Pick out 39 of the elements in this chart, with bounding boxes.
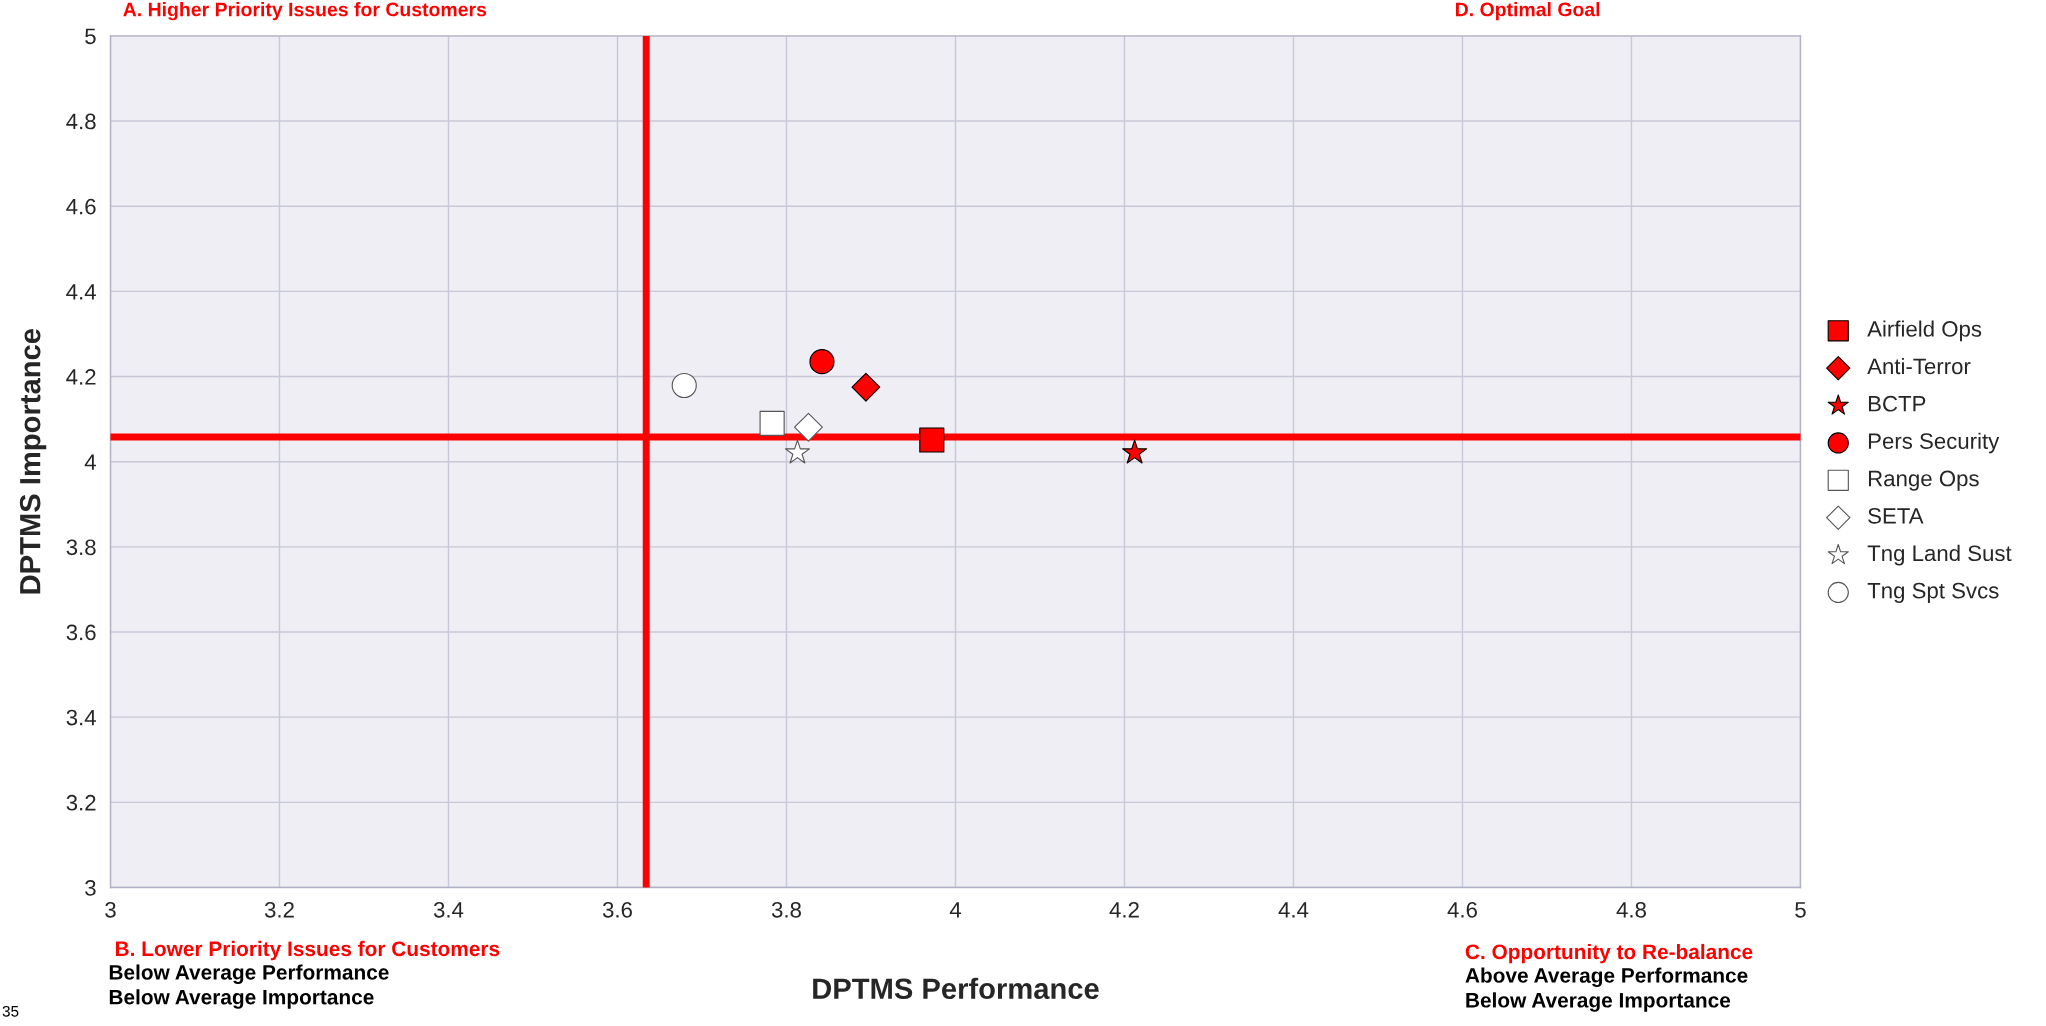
text: B. Lower Priority Issues for Customers: [115, 940, 500, 961]
x-tick-label: 3: [105, 901, 116, 918]
legend-label: Anti-Terror: [1867, 357, 1971, 375]
text: Below Average Performance Below Average Importance: [109, 964, 389, 1009]
legend-label: Pers Security: [1868, 432, 2000, 454]
x-tick-label: 4.4: [1278, 902, 1309, 918]
x-tick-label: 5: [1795, 902, 1806, 918]
x-axis-title: DPTMS Performance: [813, 977, 1099, 1000]
x-tick-label: 4.8: [1616, 901, 1646, 918]
y-tick-label: 4.2: [66, 369, 96, 385]
y-tick-label: 4.4: [66, 284, 96, 300]
x-tick-label: 4: [949, 902, 962, 918]
y-axis-title: DPTMS Importance: [19, 328, 47, 594]
x-tick-label: 3.4: [433, 901, 464, 918]
x-tick-label: 4.6: [1447, 901, 1477, 918]
text: D. Optimal Goal: [1456, 2, 1600, 21]
y-tick-label: 4.6: [66, 198, 96, 215]
y-tick-label: 3: [85, 880, 96, 896]
x-tick-label: 4.2: [1109, 901, 1139, 918]
y-tick-label: 4: [84, 454, 96, 470]
x-tick-label: 3.8: [771, 901, 801, 918]
legend-label: SETA: [1868, 508, 1924, 524]
y-tick-label: 3.6: [66, 624, 96, 641]
y-tick-label: 3.4: [66, 709, 96, 726]
x-tick-label: 3.2: [264, 901, 294, 918]
legend-label: Tng Spt Svcs: [1867, 582, 1999, 603]
y-tick-label: 3.2: [66, 794, 96, 811]
y-tick-label: 3.8: [66, 539, 96, 556]
x-tick-label: 3.6: [602, 901, 632, 918]
text: C. Opportunity to Re-balance: [1465, 943, 1753, 964]
legend-label: Tng Land Sust: [1867, 544, 2012, 566]
text: Above Average Performance Below Average Importance: [1465, 967, 1748, 1012]
legend-label: Airfield Ops: [1867, 320, 1982, 342]
y-tick-label: 4.8: [66, 113, 96, 130]
legend-label: BCTP: [1868, 395, 1926, 412]
text: 35: [2, 1005, 19, 1017]
text: A. Higher Priority Issues for Customers: [123, 2, 487, 21]
legend-label: Range Ops: [1868, 470, 1979, 491]
y-tick-label: 5: [85, 28, 96, 45]
